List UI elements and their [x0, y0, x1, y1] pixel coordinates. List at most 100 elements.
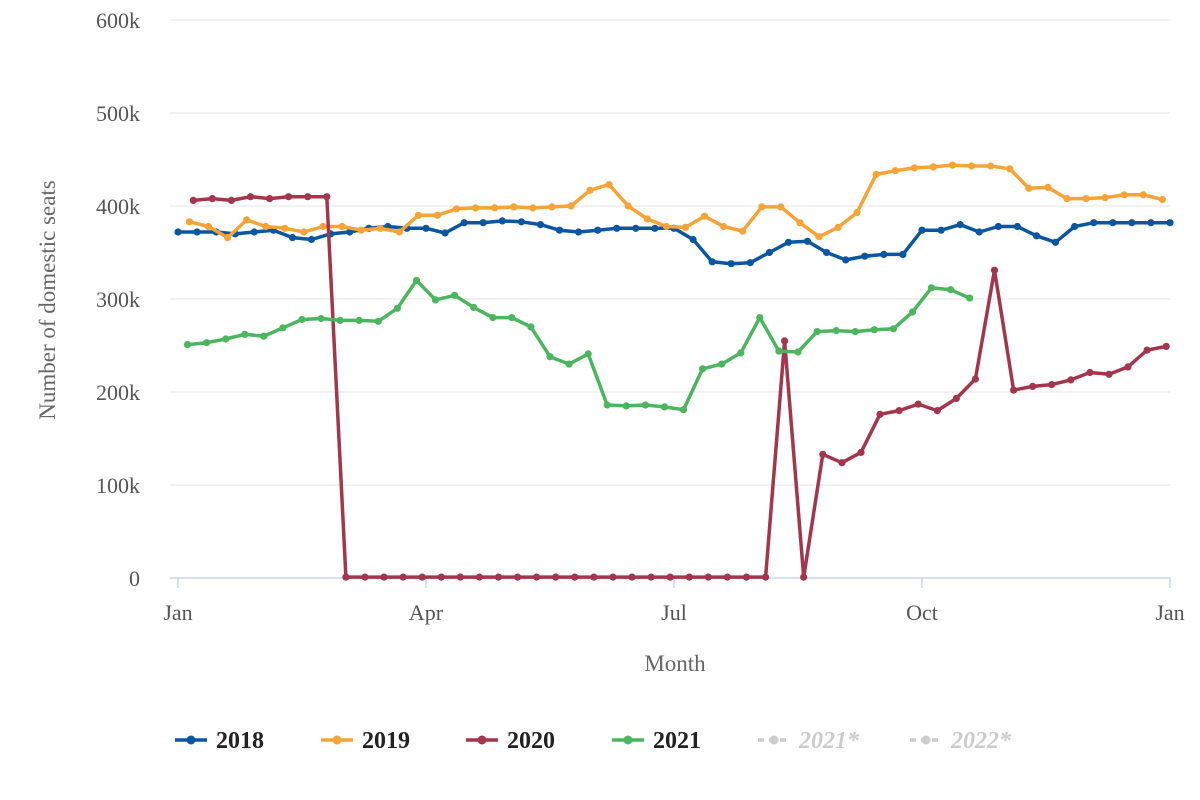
data-point — [241, 330, 249, 338]
data-point — [1082, 195, 1090, 203]
data-point — [1044, 183, 1052, 191]
data-point — [307, 235, 316, 244]
data-point — [803, 237, 812, 245]
data-point — [742, 573, 751, 581]
legend-label: 2021 — [653, 728, 701, 754]
data-point — [815, 233, 823, 241]
data-point — [952, 394, 960, 403]
data-point — [613, 224, 621, 232]
data-point — [1120, 191, 1128, 199]
data-point — [456, 573, 464, 581]
data-point — [418, 573, 426, 581]
data-point — [891, 167, 899, 175]
y-tick-label: 200k — [96, 380, 140, 405]
data-point — [1051, 238, 1060, 246]
y-tick-label: 400k — [96, 194, 140, 219]
data-point — [842, 256, 850, 264]
data-point — [441, 229, 449, 237]
data-point — [708, 258, 716, 266]
data-point — [685, 573, 693, 581]
data-point — [565, 360, 573, 368]
legend-item-2018[interactable]: 2018 — [175, 728, 264, 754]
data-point — [470, 303, 478, 311]
series-line-2019 — [187, 163, 1165, 240]
data-point — [399, 573, 407, 581]
legend-label: 2018 — [216, 728, 264, 754]
data-point — [813, 328, 821, 336]
data-point — [266, 195, 274, 203]
data-point — [437, 573, 445, 581]
data-point — [838, 459, 846, 467]
data-point — [546, 353, 554, 361]
data-point — [281, 224, 289, 232]
series-2019 — [185, 161, 1166, 242]
data-point — [666, 573, 674, 581]
data-point — [1139, 191, 1147, 199]
data-point — [1086, 368, 1094, 377]
legend-item-2021*[interactable]: 2021* — [758, 728, 860, 754]
data-point — [300, 228, 308, 236]
data-point — [584, 350, 592, 358]
data-point — [567, 202, 575, 210]
data-point — [679, 406, 688, 414]
data-point — [609, 573, 617, 581]
legend-item-2022*[interactable]: 2022* — [910, 728, 1012, 754]
legend-symbol-marker — [332, 735, 342, 745]
data-point — [1067, 376, 1075, 384]
legend-symbol-marker — [921, 735, 931, 745]
data-point — [527, 323, 535, 331]
data-point — [393, 304, 401, 312]
data-point — [1071, 222, 1079, 231]
data-point — [624, 202, 632, 210]
data-point — [183, 341, 192, 349]
data-point — [727, 260, 735, 268]
data-point — [746, 259, 754, 267]
legend-symbol-marker — [623, 735, 633, 745]
data-point — [517, 218, 526, 226]
legend-label: 2021* — [798, 728, 860, 754]
x-tick-label: Apr — [409, 600, 444, 625]
data-point — [479, 219, 487, 227]
data-point — [590, 573, 598, 581]
legend-item-2021[interactable]: 2021 — [612, 728, 701, 754]
data-point — [704, 573, 712, 581]
data-point — [628, 573, 636, 581]
data-point — [1105, 370, 1113, 378]
data-point — [908, 308, 917, 316]
data-point — [594, 226, 602, 234]
data-point — [794, 348, 802, 356]
data-point — [529, 204, 537, 212]
data-point — [641, 401, 650, 409]
data-point — [412, 276, 421, 284]
data-point — [548, 203, 556, 211]
data-point — [632, 224, 640, 232]
data-point — [756, 314, 764, 322]
data-point — [872, 170, 880, 178]
legend-item-2019[interactable]: 2019 — [321, 728, 410, 754]
data-point — [433, 211, 441, 219]
data-point — [660, 403, 669, 411]
data-point — [832, 327, 840, 335]
data-point — [298, 315, 306, 324]
series-2021 — [183, 276, 974, 414]
data-point — [899, 250, 907, 258]
data-point — [285, 193, 293, 201]
data-point — [1006, 165, 1014, 173]
legend-item-2020[interactable]: 2020 — [466, 728, 555, 754]
data-point — [927, 284, 936, 292]
axis-layer: 0 100k 200k 300k 400k 500k 600k Jan Apr Jul Oct Jan — [96, 8, 1185, 625]
data-point — [452, 205, 461, 213]
data-point — [185, 218, 193, 226]
data-point — [889, 325, 898, 333]
data-point — [966, 294, 974, 302]
data-point — [1032, 232, 1041, 240]
data-point — [203, 339, 211, 347]
data-point — [380, 573, 388, 581]
data-point — [737, 349, 745, 357]
data-point — [800, 573, 808, 581]
data-point — [575, 228, 583, 236]
data-point — [994, 222, 1002, 231]
data-point — [1048, 381, 1056, 389]
data-point — [876, 410, 884, 418]
data-point — [948, 161, 957, 169]
